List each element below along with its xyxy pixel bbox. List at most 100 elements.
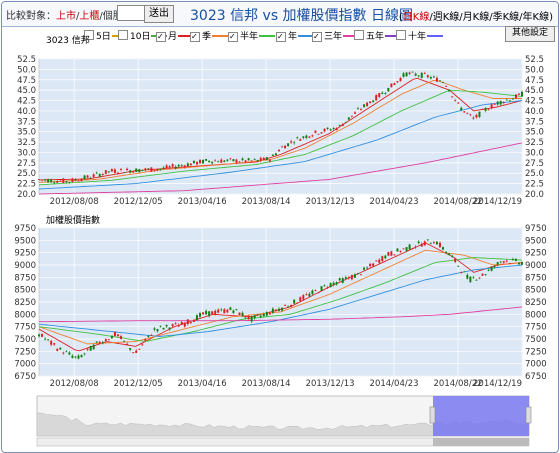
stock-candle-body xyxy=(499,100,502,105)
index-candle-body xyxy=(502,261,505,263)
link-otc[interactable]: 上櫃 xyxy=(79,11,100,22)
range-navigator[interactable] xyxy=(36,395,532,447)
index-candle-body xyxy=(71,355,74,358)
compare-input[interactable] xyxy=(117,5,145,21)
stock-candle-body xyxy=(293,142,296,144)
stock-candle-body xyxy=(162,167,165,169)
index-candle-body xyxy=(387,252,390,256)
checkbox-10d[interactable] xyxy=(118,30,128,40)
stock-y-tick-left: 25.0 xyxy=(17,169,36,179)
index-y-tick-left: 8000 xyxy=(14,310,36,320)
index-y-tick-left: 7750 xyxy=(14,323,36,333)
stock-candle-body xyxy=(95,172,98,174)
stock-y-tick-right: 30.0 xyxy=(525,148,544,158)
stock-candle-body xyxy=(205,158,208,161)
stock-candle-body xyxy=(250,160,253,162)
index-candle-body xyxy=(104,339,107,341)
checkbox-quarter[interactable] xyxy=(190,32,200,42)
checkbox-5d[interactable] xyxy=(84,30,94,40)
index-candle-body xyxy=(214,310,217,315)
legend-item-5y[interactable]: 五年 xyxy=(354,29,402,42)
stock-candle-body xyxy=(353,112,356,114)
index-candle-body xyxy=(129,348,132,350)
legend-label-year: 年 xyxy=(288,32,298,42)
checkbox-10y[interactable] xyxy=(396,30,406,40)
index-candle-body xyxy=(353,274,356,278)
index-candle-body xyxy=(217,309,220,313)
link-daily-k[interactable]: 日K線 xyxy=(402,12,430,23)
legend-item-month[interactable]: 月 xyxy=(156,29,195,42)
stock-candle-body xyxy=(199,159,201,164)
index-y-tick-left: 9750 xyxy=(14,224,36,234)
index-candle-body xyxy=(211,311,214,315)
stock-x-tick: 2014/04/23 xyxy=(370,197,419,207)
stock-candle-body xyxy=(448,90,451,92)
legend-item-quarter[interactable]: 季 xyxy=(190,29,229,42)
link-yearly-k[interactable]: 年K線 xyxy=(522,12,550,23)
stock-candle-body xyxy=(171,164,174,167)
settings-button[interactable]: 其他設定 xyxy=(505,26,555,42)
stock-candle-body xyxy=(414,73,417,76)
index-candle-body xyxy=(347,277,350,279)
stock-candle-body xyxy=(454,99,457,101)
index-candle-body xyxy=(457,265,460,267)
index-y-tick-right: 8250 xyxy=(525,298,547,308)
index-x-tick: 2012/08/08 xyxy=(50,379,99,389)
stock-candle-body xyxy=(62,178,65,183)
checkbox-year[interactable] xyxy=(276,32,286,42)
send-button[interactable]: 送出 xyxy=(144,5,174,23)
checkbox-3y[interactable] xyxy=(312,32,322,42)
index-y-tick-right: 9500 xyxy=(525,236,547,246)
index-candle-body xyxy=(417,241,420,244)
legend-item-3y[interactable]: 三年 xyxy=(312,29,360,42)
index-y-tick-left: 7000 xyxy=(14,360,36,370)
checkbox-half-year[interactable] xyxy=(228,32,238,42)
stock-candle-body xyxy=(235,159,238,163)
stock-candle-body xyxy=(429,77,432,79)
stock-candle-body xyxy=(514,94,517,99)
link-weekly-k[interactable]: 週K線 xyxy=(432,12,460,23)
link-monthly-k[interactable]: 月K線 xyxy=(462,12,490,23)
index-candle-body xyxy=(62,352,65,354)
stock-candle-body xyxy=(211,161,214,164)
stock-candle-body xyxy=(110,169,113,172)
legend-item-year[interactable]: 年 xyxy=(276,29,315,42)
index-ma-line xyxy=(38,257,523,342)
toolbar: 比較對象：上市/上櫃/個股 送出 3023 信邦 vs 加權股價指數 日線圖 (… xyxy=(2,2,558,27)
stock-candle-body xyxy=(59,180,62,182)
index-ma-line xyxy=(38,249,523,345)
link-quarterly-k[interactable]: 季K線 xyxy=(492,12,520,23)
index-candle-body xyxy=(338,278,341,281)
index-y-tick-right: 8500 xyxy=(525,286,547,296)
stock-candle-body xyxy=(168,166,171,168)
stock-candle-body xyxy=(350,115,353,117)
stock-candle-body xyxy=(241,158,244,161)
link-stock[interactable]: 個股 xyxy=(102,11,123,22)
legend-item-half-year[interactable]: 半年 xyxy=(228,29,276,42)
stock-chart: 52.5 52.550.0 50.047.5 47.545.0 45.042.5 42.5… xyxy=(17,34,544,207)
index-y-tick-right: 8000 xyxy=(525,310,547,320)
index-candle-body xyxy=(241,312,244,317)
stock-candle-body xyxy=(363,104,366,107)
index-candle-body xyxy=(83,353,86,355)
stock-candle-body xyxy=(135,168,138,173)
checkbox-month[interactable] xyxy=(156,32,166,42)
legend-item-10y[interactable]: 十年 xyxy=(396,29,444,42)
index-y-tick-left: 7500 xyxy=(14,335,36,345)
stock-candle-body xyxy=(472,117,475,119)
checkbox-5y[interactable] xyxy=(354,30,364,40)
link-listed[interactable]: 上市 xyxy=(56,11,76,22)
stock-ma-line xyxy=(38,100,523,190)
stock-x-tick: 2014/12/19 xyxy=(473,197,522,207)
index-candle-body xyxy=(153,328,156,330)
stock-candle-body xyxy=(220,159,223,163)
stock-candle-body xyxy=(317,133,320,135)
stock-candle-body xyxy=(314,130,317,133)
navigator-scroll-thumb xyxy=(433,438,529,446)
stock-plot-bg xyxy=(38,58,523,195)
index-candle-body xyxy=(174,323,177,325)
stock-y-tick-left: 42.5 xyxy=(17,97,36,107)
index-candle-body xyxy=(299,297,302,302)
index-candle-body xyxy=(481,273,484,276)
